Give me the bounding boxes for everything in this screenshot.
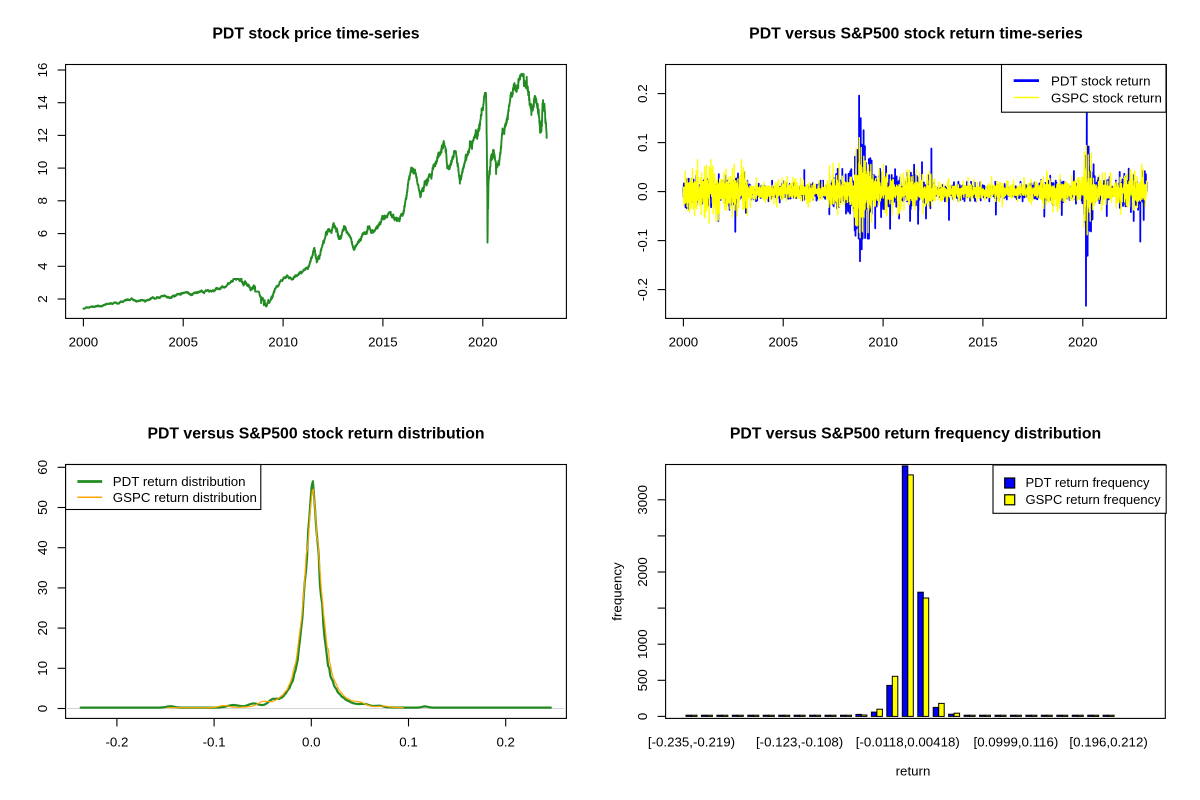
svg-text:16: 16 — [35, 63, 50, 78]
svg-text:4: 4 — [35, 263, 50, 270]
svg-text:8: 8 — [35, 197, 50, 204]
svg-text:[0.0999,0.116): [0.0999,0.116) — [974, 735, 1059, 750]
svg-text:60: 60 — [35, 460, 50, 475]
svg-text:1000: 1000 — [635, 629, 650, 659]
svg-text:30: 30 — [35, 581, 50, 596]
svg-text:PDT return frequency: PDT return frequency — [1026, 475, 1151, 490]
svg-text:GSPC return frequency: GSPC return frequency — [1026, 492, 1162, 507]
svg-text:-0.1: -0.1 — [635, 229, 650, 252]
svg-text:6: 6 — [35, 230, 50, 237]
svg-text:2: 2 — [35, 295, 50, 302]
svg-text:2015: 2015 — [968, 335, 998, 350]
svg-text:[-0.235,-0.219): [-0.235,-0.219) — [648, 735, 735, 750]
svg-text:GSPC stock return: GSPC stock return — [1051, 90, 1162, 105]
svg-text:[-0.123,-0.108): [-0.123,-0.108) — [756, 735, 843, 750]
svg-text:0.0: 0.0 — [302, 735, 321, 750]
svg-text:2010: 2010 — [868, 335, 898, 350]
svg-text:2020: 2020 — [468, 335, 498, 350]
svg-text:0.1: 0.1 — [399, 735, 418, 750]
svg-text:20: 20 — [35, 621, 50, 636]
svg-text:-0.2: -0.2 — [105, 735, 128, 750]
svg-text:10: 10 — [35, 661, 50, 676]
svg-text:-0.1: -0.1 — [203, 735, 226, 750]
svg-text:0.0: 0.0 — [635, 182, 650, 201]
svg-text:GSPC return distribution: GSPC return distribution — [113, 490, 257, 505]
svg-text:[0.196,0.212): [0.196,0.212) — [1069, 735, 1147, 750]
svg-text:[-0.0118,0.00418): [-0.0118,0.00418) — [856, 735, 960, 750]
svg-text:2000: 2000 — [635, 557, 650, 587]
svg-text:2020: 2020 — [1068, 335, 1098, 350]
svg-text:0: 0 — [35, 705, 50, 712]
svg-text:2005: 2005 — [768, 335, 798, 350]
svg-text:14: 14 — [35, 95, 50, 110]
svg-text:2005: 2005 — [168, 335, 198, 350]
svg-text:PDT stock return: PDT stock return — [1051, 73, 1151, 88]
svg-text:40: 40 — [35, 540, 50, 555]
svg-text:frequency: frequency — [610, 562, 625, 621]
svg-text:12: 12 — [35, 128, 50, 143]
svg-text:2015: 2015 — [368, 335, 398, 350]
svg-text:10: 10 — [35, 161, 50, 176]
svg-text:2010: 2010 — [268, 335, 298, 350]
svg-text:PDT versus S&P500 stock return: PDT versus S&P500 stock return distribut… — [147, 426, 484, 443]
svg-text:PDT versus S&P500 stock return: PDT versus S&P500 stock return time-seri… — [749, 26, 1083, 43]
svg-text:2000: 2000 — [69, 335, 99, 350]
svg-text:0.2: 0.2 — [635, 84, 650, 103]
svg-text:3000: 3000 — [635, 485, 650, 515]
svg-text:PDT stock price time-series: PDT stock price time-series — [212, 26, 419, 43]
svg-text:PDT return distribution: PDT return distribution — [113, 474, 246, 489]
svg-text:PDT versus S&P500 return frequ: PDT versus S&P500 return frequency distr… — [730, 426, 1101, 443]
svg-text:0: 0 — [635, 713, 650, 720]
svg-text:500: 500 — [635, 669, 650, 691]
svg-text:2000: 2000 — [669, 335, 699, 350]
svg-text:50: 50 — [35, 500, 50, 515]
svg-text:-0.2: -0.2 — [635, 278, 650, 301]
svg-text:0.2: 0.2 — [496, 735, 515, 750]
svg-text:0.1: 0.1 — [635, 133, 650, 152]
svg-text:return: return — [896, 764, 931, 779]
